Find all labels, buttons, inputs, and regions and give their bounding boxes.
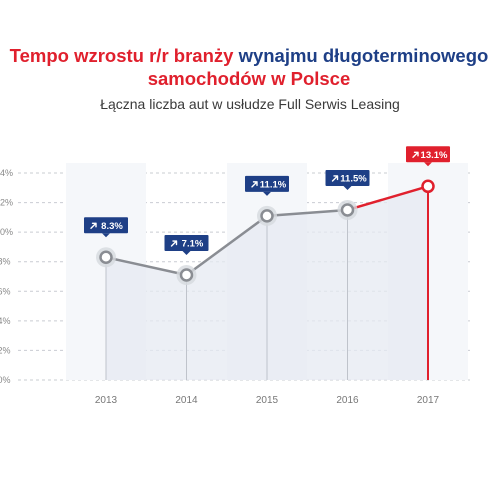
- title-line2: samochodów w Polsce: [147, 68, 351, 89]
- y-tick-label: 10%: [0, 227, 13, 237]
- x-tick-label: 2015: [256, 395, 279, 406]
- y-tick-label: 0%: [0, 375, 11, 385]
- value-label-pointer: [343, 185, 352, 190]
- x-tick-label: 2016: [336, 395, 359, 406]
- value-label: 7.1%: [182, 239, 204, 250]
- x-tick-label: 2017: [417, 395, 440, 406]
- y-tick-label: 6%: [0, 286, 11, 296]
- line-segment: [185, 214, 269, 277]
- arrow-up-right-icon: [90, 222, 97, 229]
- value-label: 13.1%: [421, 150, 448, 161]
- arrow-up-right-icon: [251, 181, 258, 188]
- arrow-up-right-icon: [331, 175, 339, 182]
- chart-title: Tempo wzrostu r/r branży wynajmu długote…: [0, 44, 500, 90]
- y-tick-label: 8%: [0, 257, 11, 267]
- arrow-up-right-icon: [412, 151, 419, 159]
- x-tick-label: 2014: [175, 395, 198, 406]
- value-label-pointer: [263, 191, 271, 196]
- line-segment: [346, 185, 430, 212]
- value-label-pointer: [424, 162, 432, 167]
- value-label-pointer: [182, 251, 191, 256]
- line-segment: [104, 256, 188, 277]
- line-segment: [265, 208, 349, 218]
- value-label: 11.1%: [260, 179, 287, 190]
- value-label: 8.3%: [101, 221, 123, 232]
- x-tick-label: 2013: [95, 395, 118, 406]
- data-point: [340, 203, 355, 217]
- y-tick-label: 4%: [0, 316, 11, 326]
- data-point: [179, 268, 194, 282]
- value-label-box: [164, 235, 209, 252]
- data-point: [99, 250, 113, 265]
- data-point: [260, 209, 274, 223]
- data-point: [421, 179, 435, 194]
- y-tick-label: 14%: [0, 168, 13, 178]
- value-label-pointer: [102, 233, 110, 238]
- arrow-up-right-icon: [170, 240, 178, 247]
- value-label-box: [245, 175, 289, 192]
- title-line1-part1: Tempo wzrostu r/r branży: [9, 45, 239, 66]
- value-label-box: [325, 169, 370, 186]
- value-label-box: [84, 217, 128, 234]
- chart-subtitle: Łączna liczba aut w usłudze Full Serwis …: [100, 96, 400, 112]
- value-label: 11.5%: [340, 173, 367, 184]
- y-tick-label: 12%: [0, 198, 13, 208]
- y-tick-label: 2%: [0, 345, 11, 355]
- value-label-box: [406, 146, 450, 163]
- title-line1-part2: wynajmu długoterminowego: [238, 45, 489, 66]
